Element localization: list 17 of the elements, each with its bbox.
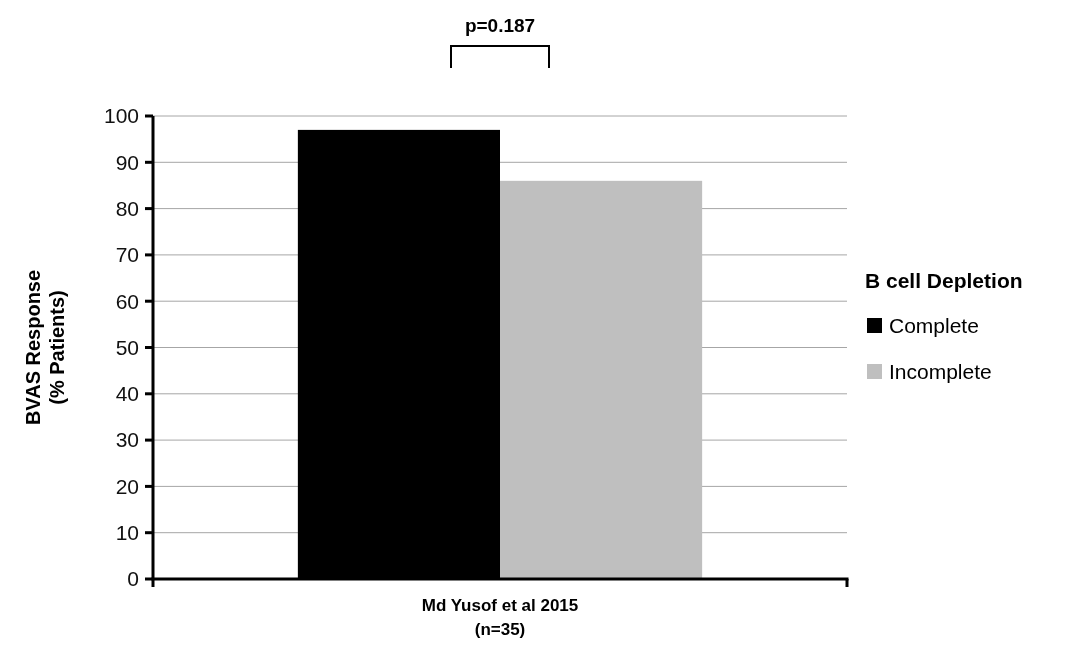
y-tick-label: 0 (127, 567, 139, 591)
y-axis-title: BVAS Response (% Patients) (22, 269, 68, 426)
legend-title: B cell Depletion (865, 269, 1023, 292)
y-tick-label: 10 (115, 521, 139, 545)
y-tick-label: 40 (115, 382, 139, 406)
legend-label: Complete (889, 314, 979, 338)
x-tick-label: Md Yusof et al 2015 (n=35) (421, 596, 579, 639)
text: p=0.187 (464, 15, 536, 36)
y-tick-label: 30 (115, 428, 139, 452)
y-tick-label: 80 (115, 196, 139, 220)
y-tick-label: 70 (115, 243, 139, 267)
y-tick-label: 100 (103, 104, 139, 128)
y-tick-label: 60 (115, 289, 139, 313)
y-tick-label: 90 (115, 150, 139, 174)
y-tick-label: 20 (115, 474, 139, 498)
y-tick-label: 50 (115, 335, 139, 359)
legend-label: Incomplete (889, 360, 992, 384)
